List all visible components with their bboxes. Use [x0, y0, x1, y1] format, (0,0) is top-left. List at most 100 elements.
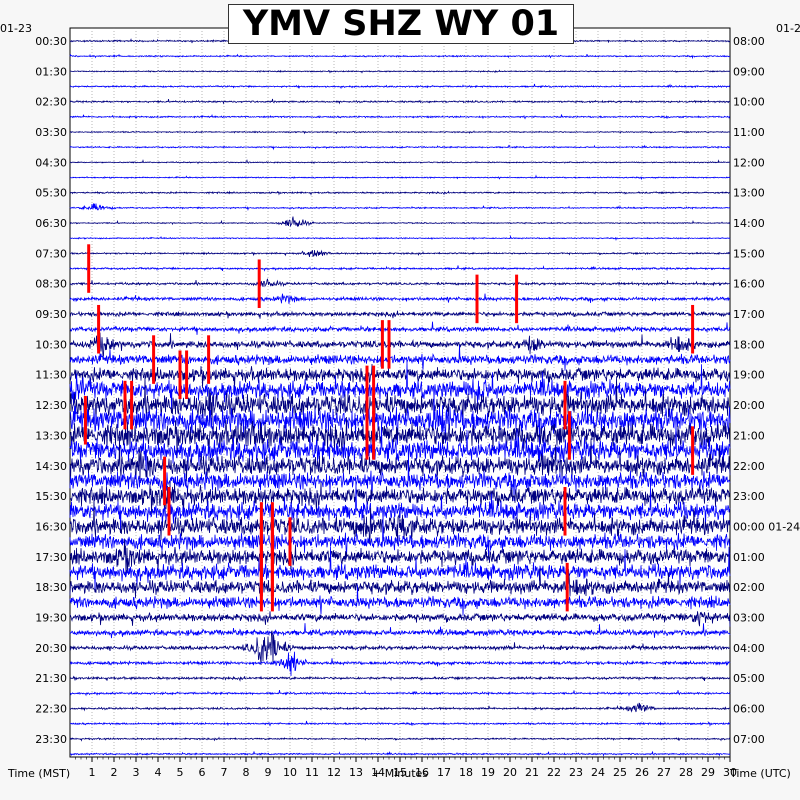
trace-line	[69, 567, 731, 599]
trace-line	[69, 498, 731, 545]
right-hour-label: 05:00	[733, 672, 765, 685]
clipped-segment	[270, 562, 274, 612]
clipped-segment	[372, 365, 376, 415]
left-hour-label: 00:30	[35, 35, 67, 48]
left-hour-label: 01:30	[35, 65, 67, 78]
x-tick-label: 17	[437, 766, 451, 779]
x-tick-label: 12	[327, 766, 341, 779]
x-tick-label: 30	[723, 766, 737, 779]
x-tick-label: 21	[525, 766, 539, 779]
left-hour-label: 18:30	[35, 581, 67, 594]
x-tick-label: 13	[349, 766, 363, 779]
clipped-segment	[563, 380, 567, 430]
trace-line	[69, 630, 731, 666]
right-axis-label: Time (UTC)	[730, 767, 791, 780]
left-hour-label: 20:30	[35, 642, 67, 655]
clipped-segment	[123, 380, 127, 430]
left-axis-label: Time (MST)	[8, 767, 71, 780]
trace-line	[69, 651, 731, 677]
x-tick-label: 22	[547, 766, 561, 779]
x-tick-label: 15	[393, 766, 407, 779]
x-tick-label: 16	[415, 766, 429, 779]
right-hour-label: 20:00	[733, 399, 765, 412]
x-tick-label: 8	[243, 766, 250, 779]
left-hour-label: 17:30	[35, 551, 67, 564]
clipped-segment	[691, 426, 695, 475]
trace-line	[69, 278, 731, 288]
x-tick-label: 25	[613, 766, 627, 779]
right-hour-label: 14:00	[733, 217, 765, 230]
x-tick-label: 7	[221, 766, 228, 779]
trace-line	[69, 517, 731, 560]
left-hour-label: 12:30	[35, 399, 67, 412]
x-tick-label: 6	[199, 766, 206, 779]
trace-line	[69, 265, 731, 272]
clipped-segment	[365, 411, 369, 460]
trace-line	[69, 190, 731, 196]
trace-line	[69, 584, 731, 616]
x-tick-label: 23	[569, 766, 583, 779]
clipped-segment	[691, 304, 695, 354]
trace-line	[69, 481, 731, 516]
right-date-top: 01-2	[776, 22, 800, 35]
trace-line	[69, 130, 731, 135]
clipped-segment	[97, 304, 101, 354]
x-tick-label: 5	[177, 766, 184, 779]
trace-line	[69, 144, 731, 151]
clipped-segment	[178, 350, 182, 400]
clipped-segment	[207, 335, 211, 384]
x-tick-label: 14	[371, 766, 385, 779]
trace-line	[69, 736, 731, 742]
x-axis-ticks: 1 2 3 4 5 6 7 8 9 10 11 12 13 14 15 16 17 18 19 20 21 22 23 24 2…	[75, 757, 737, 779]
clipped-segment	[83, 395, 87, 445]
right-hour-label: 19:00	[733, 369, 765, 382]
right-hour-label: 01:00	[733, 551, 765, 564]
clipped-segment	[259, 562, 263, 612]
trace-line	[69, 69, 731, 74]
right-hour-label: 10:00	[733, 96, 765, 109]
x-tick-label: 18	[459, 766, 473, 779]
left-hour-label: 13:30	[35, 429, 67, 442]
clipped-segment	[130, 380, 134, 430]
clipped-segment	[288, 517, 292, 566]
x-tick-label: 3	[133, 766, 140, 779]
trace-line	[69, 234, 731, 241]
right-hour-label: 03:00	[733, 611, 765, 624]
left-hour-label: 19:30	[35, 611, 67, 624]
trace-line	[69, 321, 731, 335]
trace-line	[69, 53, 731, 60]
trace-line	[69, 216, 731, 228]
right-hour-label: 08:00	[733, 35, 765, 48]
clipped-segment	[257, 259, 261, 308]
clipped-segment	[387, 320, 391, 369]
clipped-segment	[365, 365, 369, 415]
trace-line	[69, 249, 731, 257]
left-hour-label: 08:30	[35, 278, 67, 291]
trace-line	[69, 482, 731, 533]
hour-labels: 00:30 08:00 01:30 09:00 02:30 10:00 03:30 11:00…	[35, 35, 800, 746]
x-tick-label: 29	[701, 766, 715, 779]
trace-line	[69, 159, 731, 165]
right-hour-label: 12:00	[733, 156, 765, 169]
trace-line	[69, 98, 730, 105]
right-hour-label: 13:00	[733, 187, 765, 200]
x-tick-label: 10	[283, 766, 297, 779]
x-tick-label: 27	[657, 766, 671, 779]
trace-line	[69, 310, 731, 319]
left-hour-label: 16:30	[35, 520, 67, 533]
right-hour-label: 23:00	[733, 490, 765, 503]
trace-line	[69, 293, 730, 304]
right-hour-label: 22:00	[733, 460, 765, 473]
trace-line	[69, 720, 731, 727]
clipped-segment	[185, 350, 189, 400]
clipped-segment	[515, 274, 519, 324]
trace-line	[69, 690, 731, 697]
x-tick-label: 24	[591, 766, 605, 779]
clipped-segment	[565, 562, 569, 612]
right-hour-label: 15:00	[733, 247, 765, 260]
clipped-segment	[380, 320, 384, 369]
x-tick-label: 28	[679, 766, 693, 779]
left-hour-label: 22:30	[35, 702, 67, 715]
right-hour-label: 04:00	[733, 642, 765, 655]
